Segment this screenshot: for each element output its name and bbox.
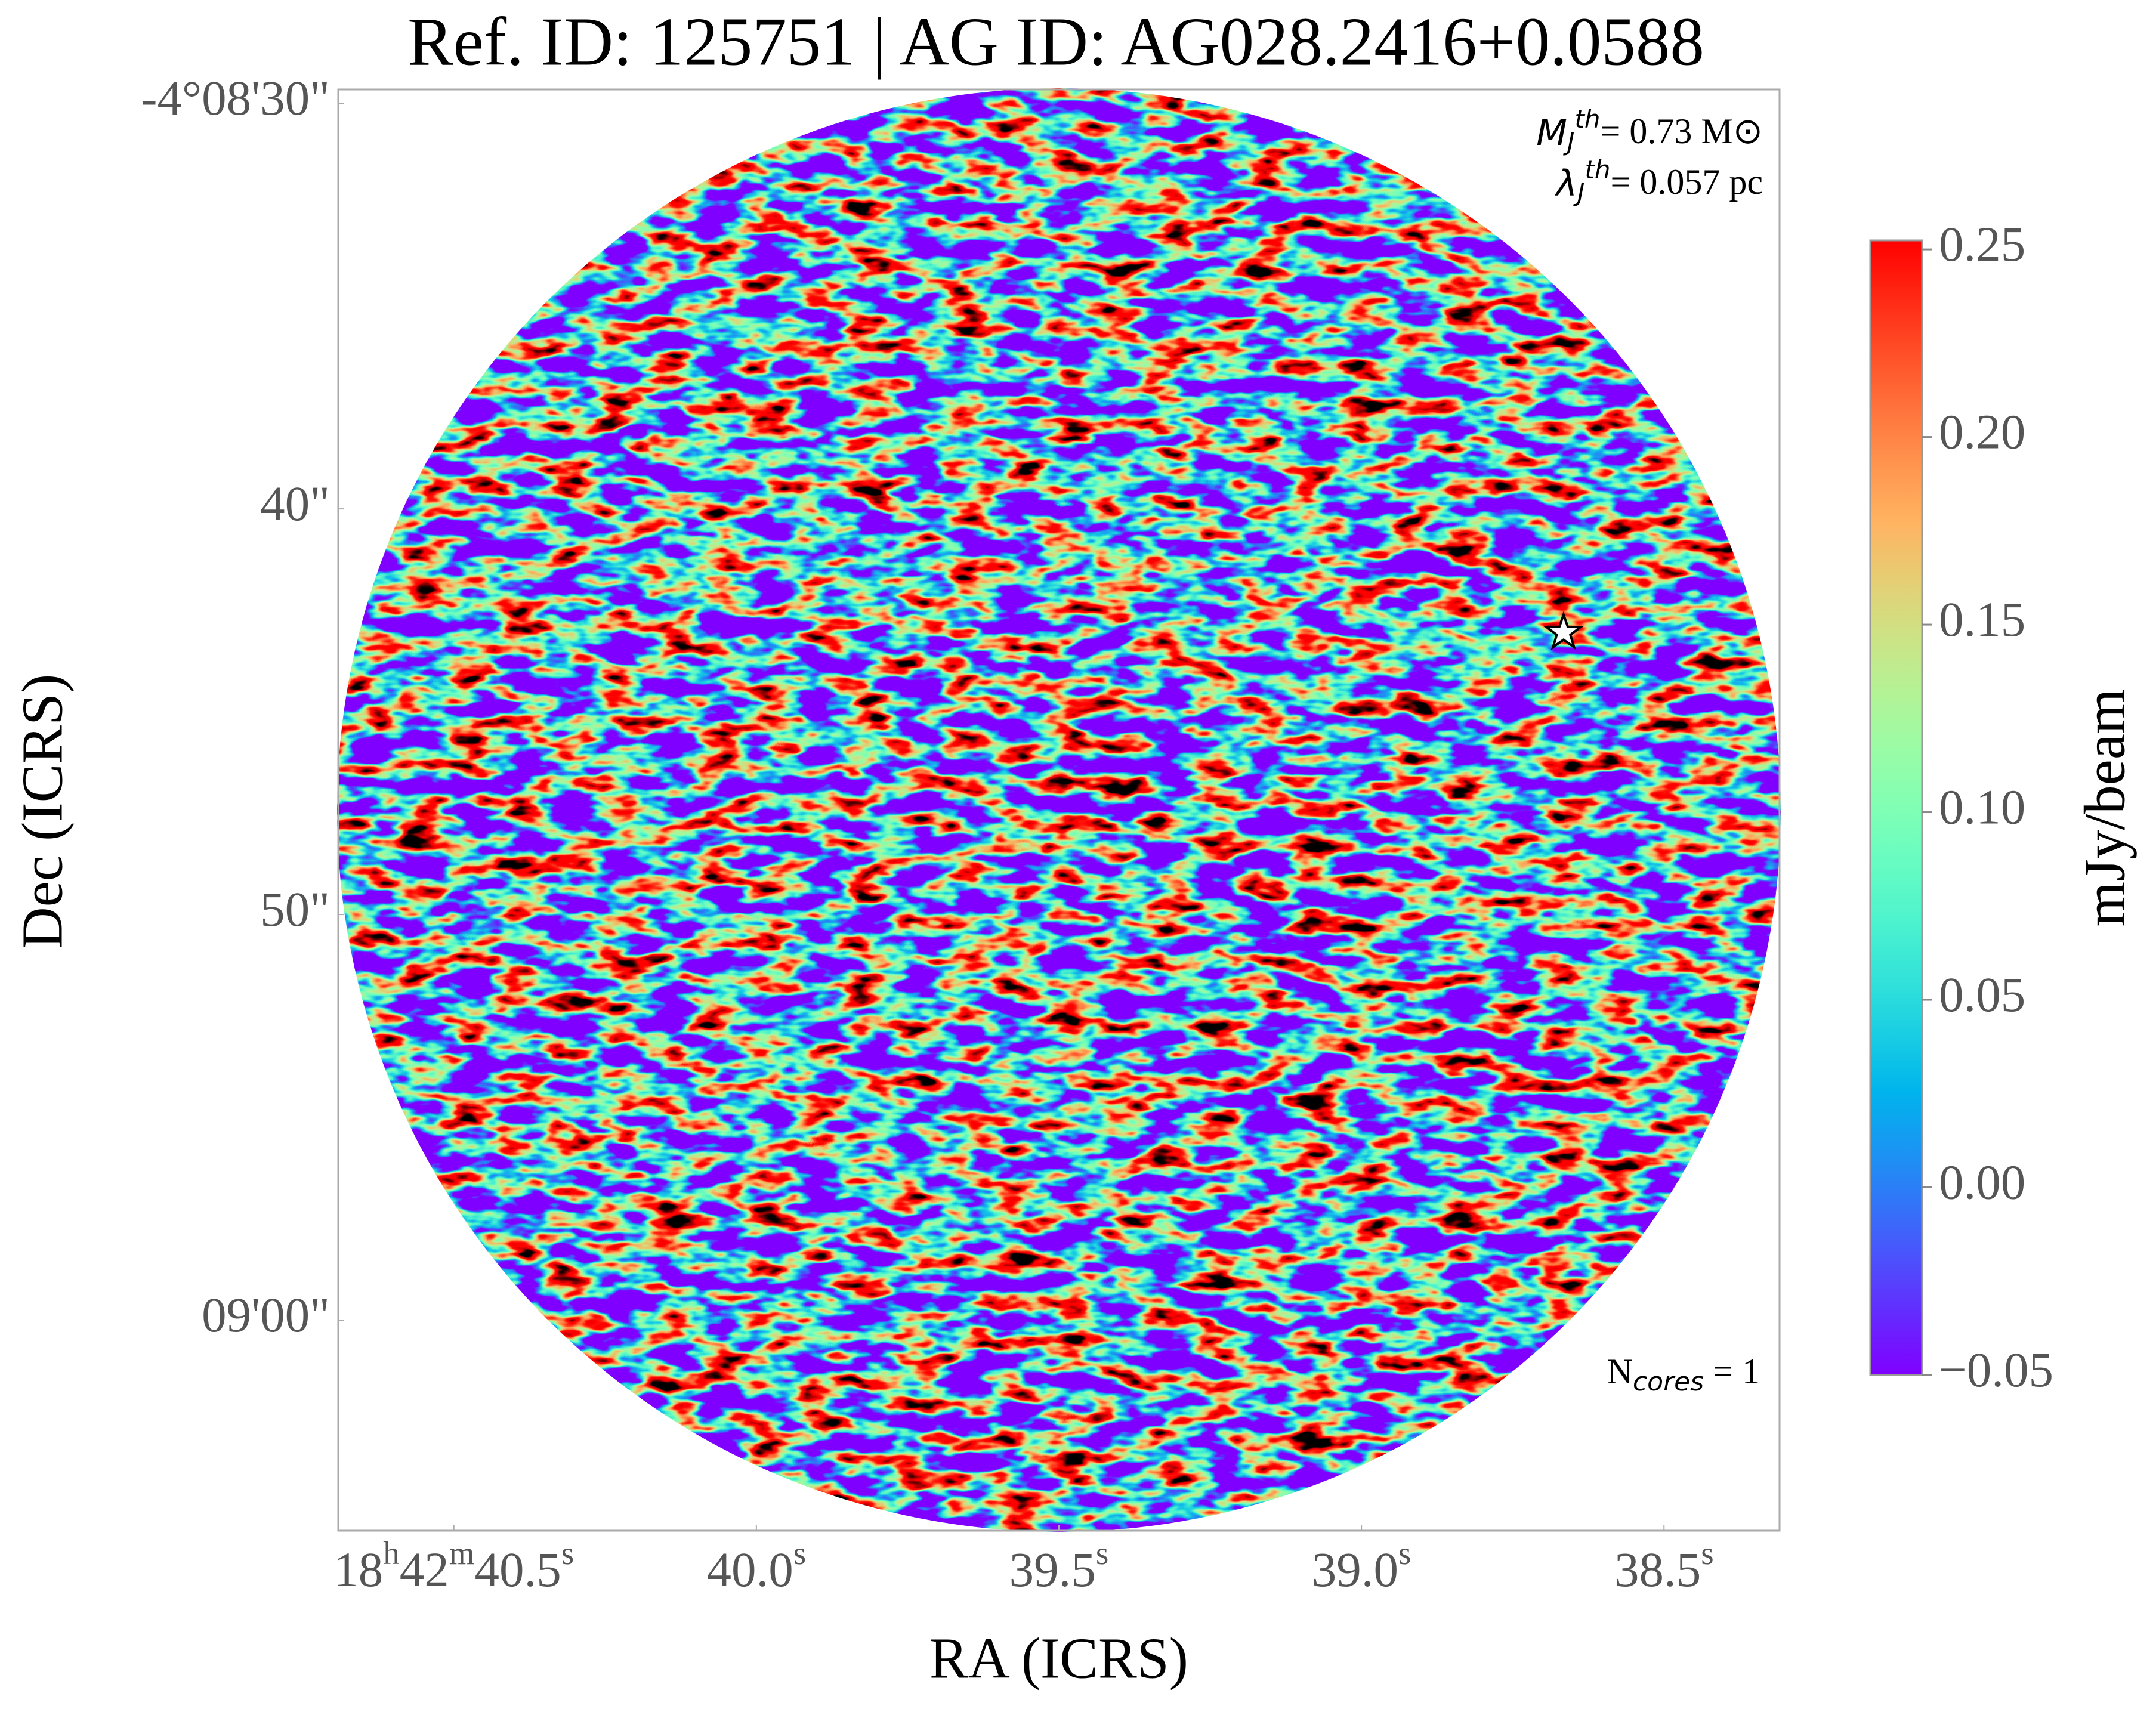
colorbar-tick-label: 0.20 bbox=[1939, 404, 2025, 459]
colorbar-tick-label: −0.05 bbox=[1939, 1342, 2053, 1397]
jeans-mass: MJth= 0.73 M⊙ bbox=[1536, 104, 1763, 156]
superscript: th bbox=[1584, 155, 1610, 184]
noise-field bbox=[337, 88, 1781, 1532]
y-tick-label: 50" bbox=[260, 882, 330, 937]
x-tick-label: 39.5s bbox=[1009, 1535, 1109, 1597]
value-text: = 0.057 pc bbox=[1611, 162, 1763, 202]
colorbar-tick-label: 0.10 bbox=[1939, 780, 2025, 835]
colorbar-tick-label: 0.25 bbox=[1939, 217, 2025, 271]
y-tick-label: 40" bbox=[260, 476, 330, 531]
value-text: = 0.73 M⊙ bbox=[1601, 112, 1763, 151]
core-count: Ncores = 1 bbox=[1607, 1352, 1760, 1397]
colorbar-tick-label: 0.15 bbox=[1939, 592, 2025, 647]
y-axis-label: Dec (ICRS) bbox=[10, 674, 74, 949]
value-text: = 1 bbox=[1704, 1352, 1760, 1391]
x-tick-label: 18h42m40.5s bbox=[333, 1535, 574, 1597]
superscript: th bbox=[1574, 104, 1600, 134]
symbol: N bbox=[1607, 1352, 1633, 1391]
x-axis-label: RA (ICRS) bbox=[929, 1626, 1188, 1690]
chart-title: Ref. ID: 125751 | AG ID: AG028.2416+0.05… bbox=[407, 4, 1704, 79]
x-tick-label: 40.0s bbox=[707, 1535, 807, 1597]
symbol: M bbox=[1536, 112, 1567, 154]
x-tick-label: 38.5s bbox=[1614, 1535, 1714, 1597]
x-tick-label: 39.0s bbox=[1312, 1535, 1411, 1597]
y-tick-label: -4°08'30" bbox=[141, 70, 330, 125]
jeans-length: λJth= 0.057 pc bbox=[1555, 155, 1763, 207]
y-tick-label: 09'00" bbox=[202, 1287, 330, 1342]
colorbar-tick-label: 0.00 bbox=[1939, 1155, 2025, 1210]
colorbar bbox=[1869, 239, 1923, 1376]
symbol: λ bbox=[1555, 163, 1578, 205]
core-marker bbox=[1543, 611, 1584, 650]
subscript: cores bbox=[1633, 1367, 1704, 1397]
colorbar-label: mJy/beam bbox=[2072, 689, 2136, 927]
colorbar-tick-label: 0.05 bbox=[1939, 967, 2025, 1022]
intensity-map bbox=[337, 88, 1781, 1532]
